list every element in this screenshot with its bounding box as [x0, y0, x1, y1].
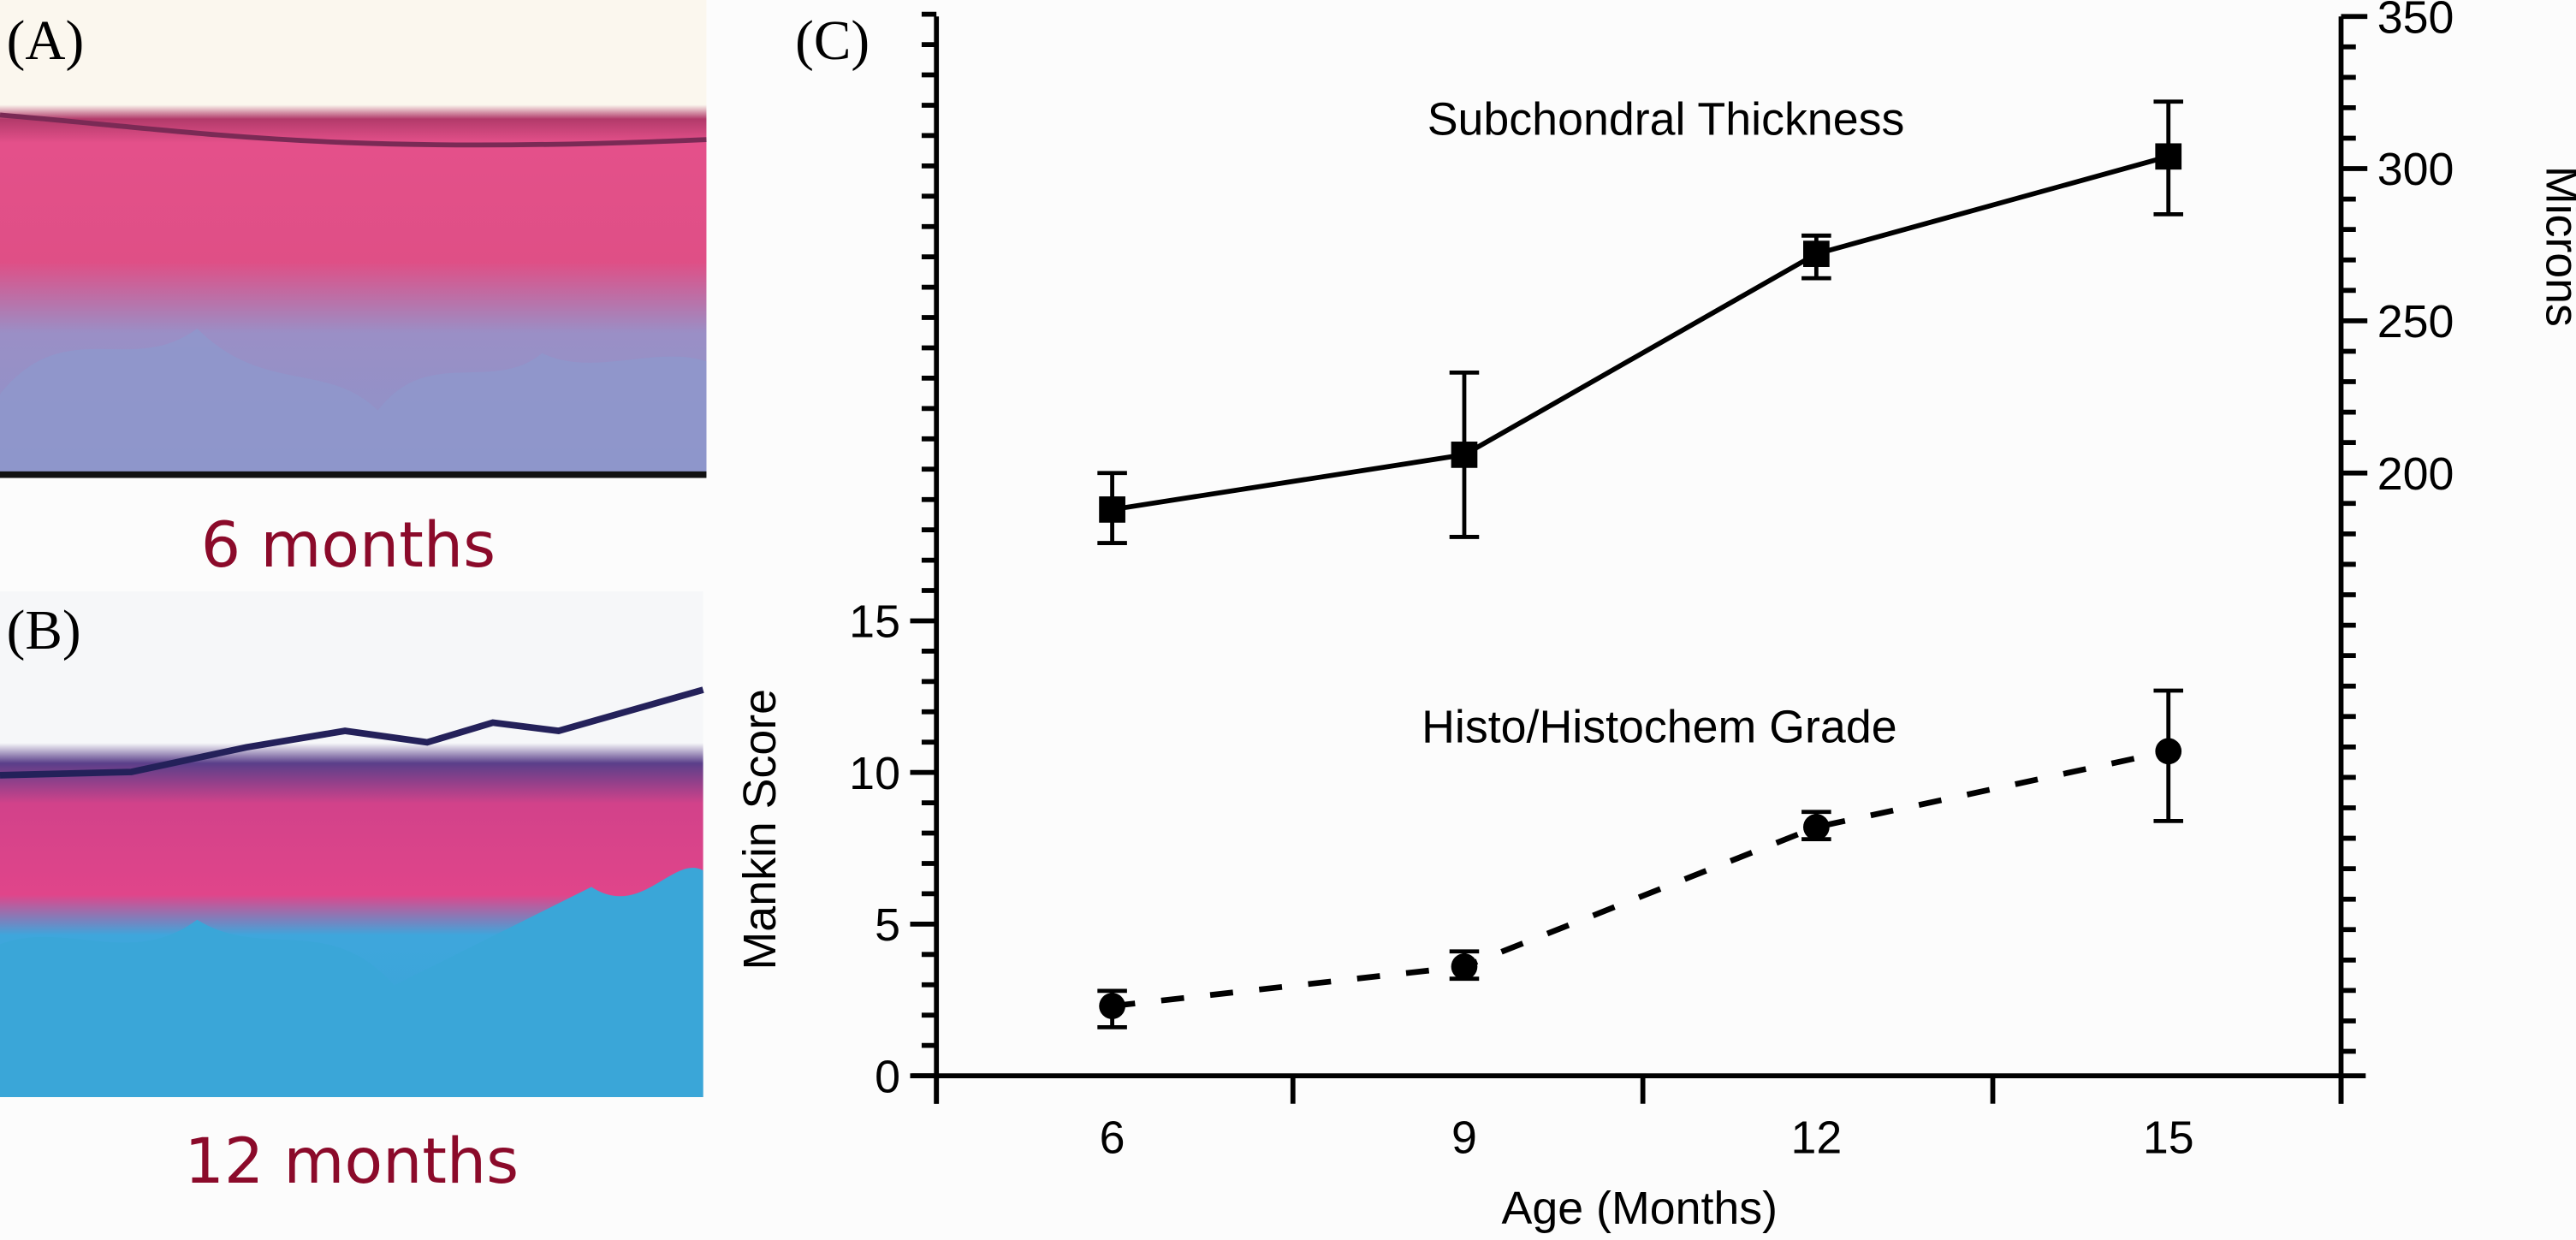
data-point-circle — [1803, 814, 1830, 840]
panel-c-chart: (C) 0 5 10 15 200 250 300 350 6 9 12 15 … — [734, 0, 2576, 1234]
right-axis-ticks — [2341, 14, 2368, 1054]
panel-label-c: (C) — [795, 10, 870, 72]
right-tick-label-350: 350 — [2377, 0, 2454, 43]
left-tick-label-15: 15 — [849, 596, 900, 648]
data-point-circle — [2155, 738, 2182, 765]
data-point-square — [1803, 240, 1830, 267]
right-axis-title: Microns — [2536, 166, 2576, 327]
right-tick-label-200: 200 — [2377, 448, 2454, 500]
x-tick-label-12: 12 — [1790, 1112, 1842, 1163]
data-point-circle — [1099, 993, 1125, 1019]
panel-b: (B) 12 months — [0, 590, 704, 1198]
left-axis-title: Mankin Score — [734, 689, 786, 970]
series-label-subchondral-thickness: Subchondral Thickness — [1427, 93, 1905, 145]
cartilage-surface — [0, 112, 707, 148]
data-point-square — [2155, 143, 2182, 170]
x-tick-label-9: 9 — [1451, 1112, 1477, 1163]
data-point-square — [1451, 442, 1478, 468]
right-tick-label-300: 300 — [2377, 144, 2454, 195]
data-point-square — [1099, 496, 1125, 523]
series-line — [1112, 154, 2169, 513]
left-tick-label-10: 10 — [849, 748, 900, 799]
series-histo-grade — [1097, 688, 2184, 1029]
series-label-histo-grade: Histo/Histochem Grade — [1422, 701, 1897, 752]
image-bottom-border — [0, 471, 707, 478]
panel-a: (A) 6 months — [0, 0, 707, 582]
data-point-circle — [1451, 953, 1478, 980]
left-tick-label-5: 5 — [875, 899, 900, 951]
left-tick-label-0: 0 — [875, 1051, 900, 1102]
caption-a: 6 months — [201, 509, 496, 582]
caption-b: 12 months — [184, 1125, 519, 1198]
x-axis-ticks — [934, 1076, 2344, 1104]
left-axis-ticks — [910, 11, 937, 1078]
panel-label-b: (B) — [7, 600, 81, 662]
x-axis-title: Age (Months) — [1502, 1183, 1778, 1234]
series-line — [1112, 748, 2169, 1009]
fibrillated-surface — [0, 686, 704, 779]
x-tick-label-6: 6 — [1100, 1112, 1125, 1163]
right-tick-label-250: 250 — [2377, 296, 2454, 347]
subchondral-bone-region — [0, 868, 703, 1098]
series-subchondral-thickness — [1097, 99, 2184, 545]
subchondral-bone-region — [0, 328, 707, 477]
panel-label-a: (A) — [7, 10, 85, 72]
x-tick-label-15: 15 — [2143, 1112, 2194, 1163]
